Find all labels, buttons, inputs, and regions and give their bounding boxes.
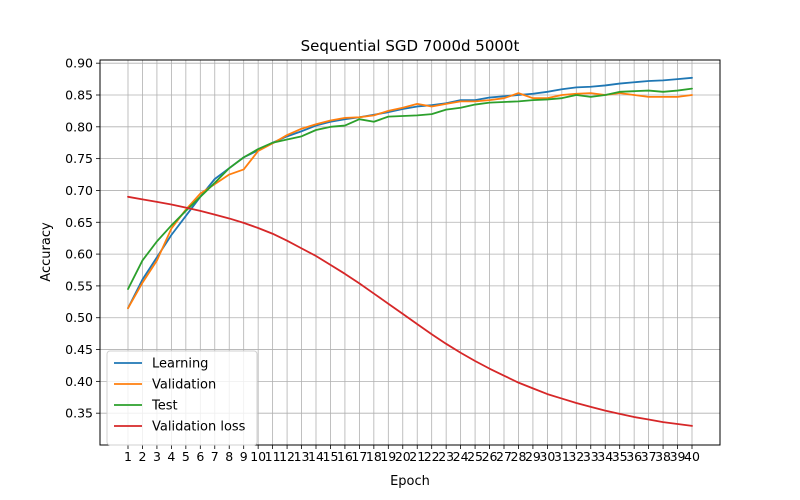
x-tick-label: 22 <box>424 449 440 464</box>
x-tick-label: 20 <box>395 449 411 464</box>
series-line-test <box>127 87 693 290</box>
y-axis-label: Accuracy <box>39 222 54 282</box>
legend-label: Validation loss <box>152 420 246 435</box>
legend-label: Learning <box>152 357 208 372</box>
x-axis: 1 2 3 4 5 6 7 8 9 1011121314151617181920212223242… <box>124 445 700 464</box>
x-tick-label: 10 <box>250 449 266 464</box>
x-tick-label: 3 <box>153 449 161 464</box>
x-tick-label: 31 <box>554 449 570 464</box>
x-tick-label: 16 <box>337 449 353 464</box>
series-line-learning <box>127 76 693 310</box>
y-axis: 0.35 0.40 0.45 0.50 0.55 0.60 0.65 0.70 0.75 0.80… <box>65 56 100 421</box>
y-tick-label: 0.70 <box>65 183 93 198</box>
x-tick-label: 6 <box>196 449 204 464</box>
y-tick-label: 0.45 <box>65 342 93 357</box>
y-tick-label: 0.60 <box>65 247 93 262</box>
y-tick-label: 0.50 <box>65 310 93 325</box>
y-tick-label: 0.40 <box>65 374 93 389</box>
legend: Learning Validation Test Validation loss <box>106 350 258 446</box>
y-tick-label: 0.55 <box>65 278 93 293</box>
x-tick-label: 26 <box>482 449 498 464</box>
x-tick-label: 29 <box>525 449 541 464</box>
x-tick-label: 9 <box>240 449 248 464</box>
x-axis-label: Epoch <box>390 474 430 489</box>
x-tick-label: 35 <box>612 449 628 464</box>
x-tick-label: 23 <box>438 449 454 464</box>
x-tick-label: 39 <box>670 449 686 464</box>
x-tick-label: 11 <box>265 449 281 464</box>
x-tick-label: 18 <box>366 449 382 464</box>
y-tick-label: 0.75 <box>65 151 93 166</box>
series-group <box>127 76 693 427</box>
legend-frame <box>106 350 258 446</box>
y-tick-label: 0.35 <box>65 406 93 421</box>
x-tick-label: 34 <box>597 449 613 464</box>
x-tick-label: 32 <box>568 449 584 464</box>
x-tick-label: 36 <box>626 449 642 464</box>
x-tick-label: 14 <box>308 449 324 464</box>
x-tick-label: 19 <box>380 449 396 464</box>
x-tick-label: 33 <box>583 449 599 464</box>
x-tick-label: 13 <box>294 449 310 464</box>
series-line-validation <box>127 92 693 310</box>
x-tick-label: 1 <box>124 449 132 464</box>
x-tick-label: 2 <box>138 449 146 464</box>
x-tick-label: 25 <box>467 449 483 464</box>
x-tick-label: 27 <box>496 449 512 464</box>
chart-title: Sequential SGD 7000d 5000t <box>301 37 520 55</box>
x-tick-label: 8 <box>225 449 233 464</box>
x-tick-label: 30 <box>539 449 555 464</box>
y-tick-label: 0.85 <box>65 88 93 103</box>
y-tick-label: 0.65 <box>65 215 93 230</box>
grid <box>100 60 720 445</box>
plot-frame <box>99 59 721 446</box>
x-tick-label: 40 <box>684 449 700 464</box>
x-tick-label: 38 <box>655 449 671 464</box>
x-tick-label: 37 <box>641 449 657 464</box>
x-tick-label: 5 <box>182 449 190 464</box>
series-line-validation-loss <box>127 195 693 427</box>
x-tick-label: 21 <box>409 449 425 464</box>
x-tick-label: 4 <box>167 449 175 464</box>
legend-label: Test <box>151 399 178 414</box>
y-tick-label: 0.80 <box>65 119 93 134</box>
x-tick-label: 7 <box>211 449 219 464</box>
legend-label: Validation <box>152 378 216 393</box>
x-tick-label: 17 <box>351 449 367 464</box>
x-tick-label: 24 <box>453 449 469 464</box>
x-tick-label: 15 <box>323 449 339 464</box>
x-tick-label: 12 <box>279 449 295 464</box>
x-tick-label: 28 <box>511 449 527 464</box>
y-tick-label: 0.90 <box>65 56 93 71</box>
